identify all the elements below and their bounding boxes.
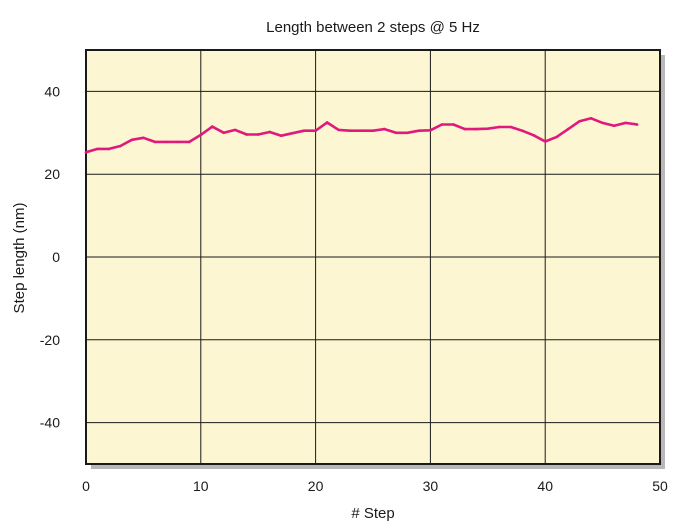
- data-point: [188, 140, 191, 144]
- data-point: [302, 129, 306, 133]
- x-tick-label: 40: [537, 478, 553, 494]
- data-point: [578, 119, 581, 123]
- data-point: [291, 131, 294, 135]
- data-point: [96, 147, 99, 151]
- x-tick-label: 10: [193, 478, 209, 494]
- data-point: [245, 133, 249, 136]
- plot-frame: [85, 49, 661, 465]
- data-point: [406, 131, 409, 135]
- data-point: [222, 131, 226, 135]
- y-tick-label: 0: [52, 249, 60, 265]
- data-point: [486, 127, 490, 130]
- data-point: [84, 150, 88, 154]
- x-tick-label: 30: [423, 478, 439, 494]
- data-point: [509, 125, 513, 129]
- data-point: [383, 127, 386, 131]
- data-point: [337, 128, 340, 132]
- data-point: [119, 144, 122, 148]
- x-tick-labels: 0 10 20 30 40 50: [82, 478, 668, 494]
- data-point: [279, 134, 283, 137]
- x-tick-label: 0: [82, 478, 90, 494]
- data-point: [348, 129, 352, 133]
- data-point: [325, 121, 329, 124]
- y-tick-label: -20: [40, 332, 60, 348]
- x-tick-label: 50: [652, 478, 668, 494]
- data-point: [417, 129, 421, 133]
- data-point: [532, 133, 536, 137]
- data-point: [520, 129, 524, 133]
- y-tick-label: 40: [44, 83, 60, 99]
- data-point: [612, 124, 616, 128]
- grid-lines: [86, 50, 660, 464]
- data-point: [497, 125, 501, 129]
- y-tick-labels: -40 -20 0 20 40: [40, 83, 60, 430]
- data-point: [199, 133, 203, 137]
- data-point: [210, 125, 214, 128]
- data-point: [463, 127, 467, 131]
- data-point: [371, 129, 375, 133]
- y-tick-label: -40: [40, 415, 60, 431]
- series-layer: [84, 117, 639, 154]
- data-point: [440, 123, 444, 126]
- data-point: [543, 140, 547, 143]
- x-tick-label: 20: [308, 478, 324, 494]
- data-point: [452, 123, 455, 126]
- data-point: [555, 135, 558, 139]
- data-point: [256, 133, 260, 136]
- data-point: [624, 121, 627, 125]
- y-axis-label: Step length (nm): [11, 203, 28, 314]
- data-point: [142, 136, 145, 140]
- data-point: [268, 130, 271, 134]
- data-point: [635, 123, 639, 126]
- data-point: [429, 129, 432, 132]
- data-point: [601, 121, 604, 125]
- chart-title: Length between 2 steps @ 5 Hz: [266, 19, 480, 36]
- data-point: [176, 140, 180, 144]
- data-point: [360, 129, 363, 133]
- y-tick-label: 20: [44, 166, 60, 182]
- data-point: [130, 138, 134, 142]
- data-point: [589, 117, 593, 120]
- data-point: [394, 131, 398, 135]
- data-point: [165, 140, 168, 144]
- x-axis-label: # Step: [351, 505, 394, 522]
- data-point: [475, 127, 478, 131]
- data-point: [566, 127, 570, 131]
- data-point: [107, 147, 111, 151]
- data-point: [233, 128, 237, 132]
- data-point: [153, 140, 157, 144]
- data-point: [314, 129, 317, 133]
